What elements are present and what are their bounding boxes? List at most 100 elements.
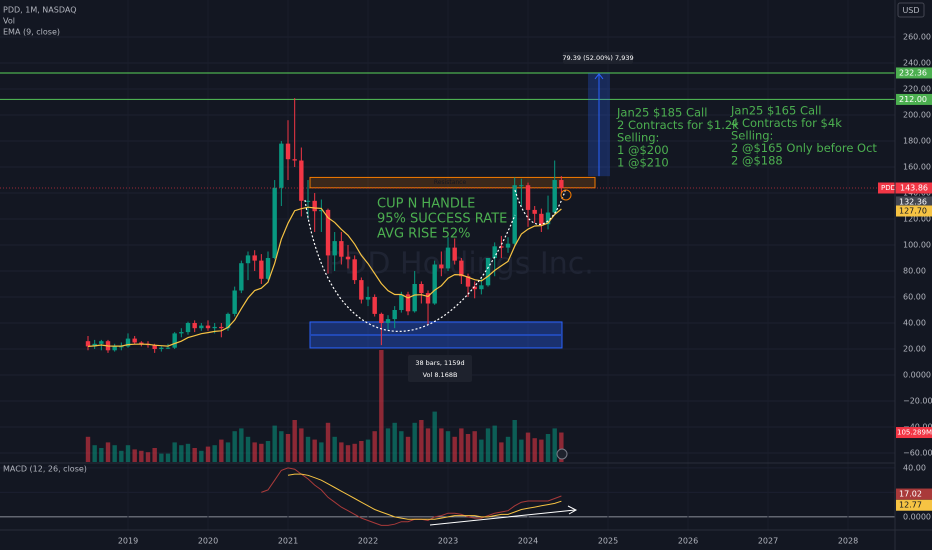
candle-body: [192, 322, 197, 329]
volume-bar: [145, 452, 151, 462]
candle-body: [165, 347, 171, 349]
volume-bar: [399, 431, 404, 462]
volume-bar: [205, 446, 211, 462]
candle-body: [519, 185, 524, 187]
candle-body: [272, 187, 277, 259]
volume-bar: [125, 445, 131, 462]
volume-bar: [405, 436, 411, 462]
y-tick-label: 60.00: [903, 292, 926, 301]
y-tick-label: −60.00: [903, 448, 932, 457]
candle-body: [405, 294, 411, 312]
price-tag: [896, 196, 932, 208]
cup-text: AVG RISE 52%: [377, 227, 471, 242]
price-tag-label: 127.70: [899, 207, 927, 216]
candle-body: [112, 346, 117, 351]
volume-bar: [325, 422, 331, 462]
currency-box[interactable]: [897, 2, 925, 18]
candle-body: [305, 200, 311, 202]
y-tick-label: 120.00: [903, 215, 931, 224]
x-tick-label: 2022: [358, 537, 378, 546]
candle-body: [299, 160, 304, 201]
volume-bar: [272, 425, 277, 462]
volume-bar: [472, 431, 477, 462]
volume-bar: [252, 442, 257, 462]
macd-tick-label: 0.0000: [903, 512, 931, 521]
x-tick-label: 2027: [758, 537, 778, 546]
y-tick-label: 0.0000: [903, 370, 931, 379]
volume-bar: [105, 442, 111, 462]
volume-bar: [519, 439, 524, 462]
volume-bar: [352, 443, 357, 462]
volume-bar: [172, 442, 177, 462]
candle-body: [352, 259, 357, 281]
range-label: 38 bars, 1159d: [415, 359, 464, 367]
volume-bar: [559, 432, 564, 462]
event-icon[interactable]: [556, 448, 568, 460]
candle-body: [372, 296, 377, 314]
volume-bar: [479, 439, 484, 462]
macd-tag-label: 17.02: [899, 490, 922, 499]
candle-body: [205, 325, 211, 329]
currency: USD: [902, 6, 919, 15]
volume-bar: [499, 442, 504, 462]
candle-body: [225, 313, 231, 329]
handle-circle: [560, 189, 572, 201]
volume-bar: [492, 425, 497, 462]
candle-body: [432, 264, 437, 304]
price-tag: [896, 205, 932, 217]
candle-body: [499, 246, 504, 248]
macd-arrow: [567, 505, 578, 515]
y-tick-label: 260.00: [903, 33, 931, 42]
volume-bar: [419, 420, 424, 462]
last-price-label: 143.86: [900, 184, 928, 193]
candle-body: [232, 290, 237, 314]
note-right: 2 @$188: [731, 154, 783, 168]
candle-body: [552, 180, 557, 213]
volume-bar: [92, 445, 97, 462]
volume-bar: [132, 449, 137, 462]
level-tag-label: 232.36: [899, 68, 927, 77]
volume-bar: [225, 442, 231, 462]
candle-body: [332, 241, 337, 256]
x-tick-label: 2019: [118, 537, 138, 546]
candle-body: [185, 322, 191, 333]
candle-body: [172, 333, 177, 348]
y-tick-label: 220.00: [903, 85, 931, 94]
macd-tick-label: 40.00: [903, 463, 926, 472]
candle-body: [345, 256, 351, 260]
candle-body: [412, 284, 417, 312]
measure-arrowhead: [594, 73, 604, 80]
note-right: 2 @$165 Only before Oct: [731, 141, 877, 155]
macd-trendline: [429, 509, 576, 526]
candle-body: [285, 143, 291, 160]
y-tick-label: 200.00: [903, 111, 931, 120]
volume-bar: [245, 436, 251, 462]
candle-body: [492, 246, 497, 259]
candle-body: [545, 212, 551, 225]
volume-bar: [152, 448, 157, 462]
note-right: 4 Contracts for $4k: [731, 116, 842, 130]
candle-body: [85, 341, 91, 347]
y-tick-label: 180.00: [903, 137, 931, 146]
y-tick-label: −20.00: [903, 396, 932, 405]
volume-bar: [119, 450, 124, 462]
volume-bar: [165, 453, 171, 462]
volume-bar: [412, 422, 417, 462]
measure-label: 79.39 (52.00%) 7,939: [562, 54, 633, 62]
range-label: Vol 8.168B: [423, 371, 458, 379]
note-left: Jan25 $185 Call: [616, 106, 707, 120]
volume-tag: [896, 427, 932, 439]
candle-body: [152, 345, 157, 349]
candle-body: [239, 263, 244, 291]
y-tick-label: 80.00: [903, 267, 926, 276]
volume-bar: [485, 428, 491, 462]
candle-body: [505, 243, 511, 248]
y-tick-label: 160.00: [903, 163, 931, 172]
volume-bar: [459, 428, 464, 462]
volume-bar: [199, 450, 204, 462]
candle-body: [279, 143, 284, 188]
volume-bar: [159, 453, 164, 462]
candle-body: [452, 247, 457, 261]
candle-body: [445, 247, 451, 269]
